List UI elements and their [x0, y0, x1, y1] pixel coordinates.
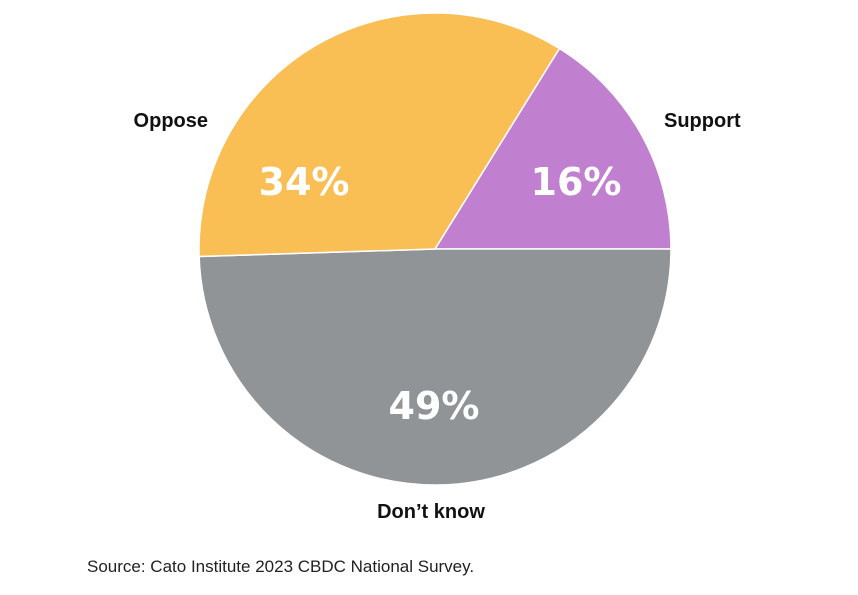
slice-value-dont-know: 49% — [389, 384, 480, 428]
slice-label-support: Support — [664, 110, 741, 132]
slice-oppose — [198, 12, 561, 258]
slice-label-dont-know: Don’t know — [377, 501, 485, 523]
slice-dont-know — [198, 248, 672, 486]
slice-label-oppose: Oppose — [134, 110, 208, 132]
source-note: Source: Cato Institute 2023 CBDC Nationa… — [87, 557, 475, 576]
pie-slices — [198, 12, 672, 486]
slice-value-support: 16% — [531, 160, 622, 204]
slice-support — [433, 47, 672, 250]
slice-value-oppose: 34% — [259, 160, 350, 204]
